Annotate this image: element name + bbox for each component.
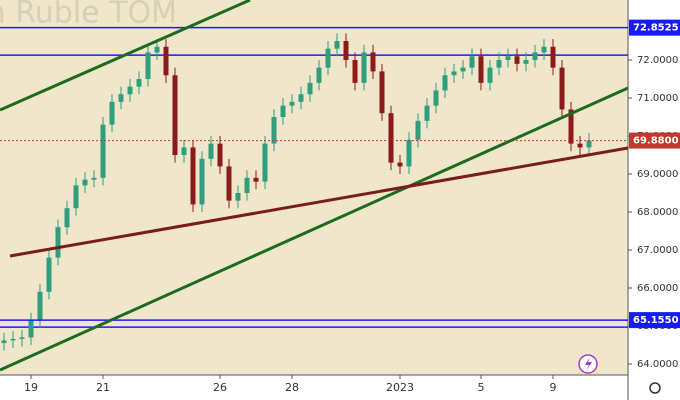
y-tick-label: 67.0000: [637, 245, 678, 256]
candle-body: [478, 56, 484, 83]
y-tick-label: 72.0000: [637, 55, 678, 66]
candle-body: [109, 101, 115, 125]
candle-body: [118, 94, 124, 102]
candle-body: [361, 52, 367, 83]
candle-body: [226, 166, 232, 201]
candle-body: [307, 82, 313, 95]
candle-body: [514, 56, 520, 64]
candle-body: [577, 143, 583, 148]
candle-body: [217, 143, 223, 167]
candle-body: [127, 86, 133, 95]
candle-body: [334, 41, 340, 49]
candle-body: [262, 143, 268, 182]
candle-body: [145, 52, 151, 80]
candle-body: [496, 60, 502, 68]
candle-body: [568, 109, 574, 144]
price-label: 72.8525: [633, 23, 679, 34]
y-tick-label: 71.0000: [637, 93, 678, 104]
candle-body: [1, 340, 7, 344]
candle-body: [91, 177, 97, 180]
candle-body: [10, 338, 16, 341]
candle-body: [325, 48, 331, 68]
price-label: 69.8800: [633, 136, 679, 147]
candle-body: [541, 46, 547, 53]
candle-body: [82, 179, 88, 186]
candle-body: [388, 113, 394, 163]
candle-body: [46, 257, 52, 292]
y-tick-label: 66.0000: [637, 283, 678, 294]
candle-body: [505, 56, 511, 61]
candle-body: [235, 193, 241, 201]
candle-body: [136, 79, 142, 87]
candle-body: [163, 46, 169, 76]
candle-body: [271, 117, 277, 144]
candle-body: [406, 139, 412, 167]
candle-body: [343, 41, 349, 61]
candle-body: [28, 320, 34, 338]
candle-body: [172, 75, 178, 156]
candle-body: [199, 158, 205, 205]
candle-body: [352, 60, 358, 83]
y-tick-label: 64.0000: [637, 359, 678, 370]
time-axis: [0, 375, 628, 400]
candle-body: [208, 143, 214, 159]
trend-line: [9, 146, 629, 258]
candle-body: [244, 177, 250, 194]
candle-body: [433, 90, 439, 106]
x-tick-label: 9: [550, 381, 557, 394]
candle-body: [289, 101, 295, 106]
price-label-box: [629, 19, 680, 36]
x-tick-label: 28: [285, 381, 299, 394]
candle-body: [190, 147, 196, 205]
candle-body: [415, 120, 421, 140]
candle-body: [487, 67, 493, 83]
candle-body: [253, 177, 259, 182]
candle-body: [100, 124, 106, 178]
candle-body: [442, 75, 448, 91]
candle-body: [397, 162, 403, 167]
y-tick-label: 68.0000: [637, 207, 678, 218]
candle-body: [64, 208, 70, 228]
marks: [0, 26, 628, 351]
candle-body: [154, 46, 160, 53]
x-tick-label: 19: [24, 381, 38, 394]
candle-body: [379, 71, 385, 114]
candle-body: [451, 71, 457, 76]
candle-body: [298, 94, 304, 102]
price-label: 65.1550: [633, 315, 679, 326]
candle-body: [181, 147, 187, 156]
candle-body: [532, 52, 538, 61]
x-tick-label: 21: [96, 381, 110, 394]
candle-body: [559, 67, 565, 110]
candle-body: [523, 60, 529, 64]
x-tick-label: 2023: [386, 381, 414, 394]
price-label-box: [629, 312, 680, 329]
candle-body: [55, 227, 61, 258]
candle-body: [19, 337, 25, 339]
candle-body: [316, 67, 322, 83]
watermark: ian Ruble TOM: [0, 0, 177, 31]
x-tick-label: 26: [213, 381, 227, 394]
candle-body: [37, 291, 43, 321]
price-axis: [628, 0, 680, 400]
alert-icon-bolt: [585, 357, 592, 371]
y-tick-label: 69.0000: [637, 169, 678, 180]
candle-body: [460, 67, 466, 72]
candle-body: [73, 185, 79, 209]
trend-line: [0, 86, 629, 372]
candle-body: [424, 105, 430, 121]
settings-icon[interactable]: [649, 382, 661, 394]
price-label-box: [629, 132, 680, 149]
x-tick-label: 5: [478, 381, 485, 394]
candle-body: [550, 46, 556, 68]
candle-body: [469, 56, 475, 68]
trend-line: [0, 0, 251, 112]
candle-body: [370, 52, 376, 72]
candle-body: [280, 105, 286, 118]
candle-body: [586, 140, 592, 148]
